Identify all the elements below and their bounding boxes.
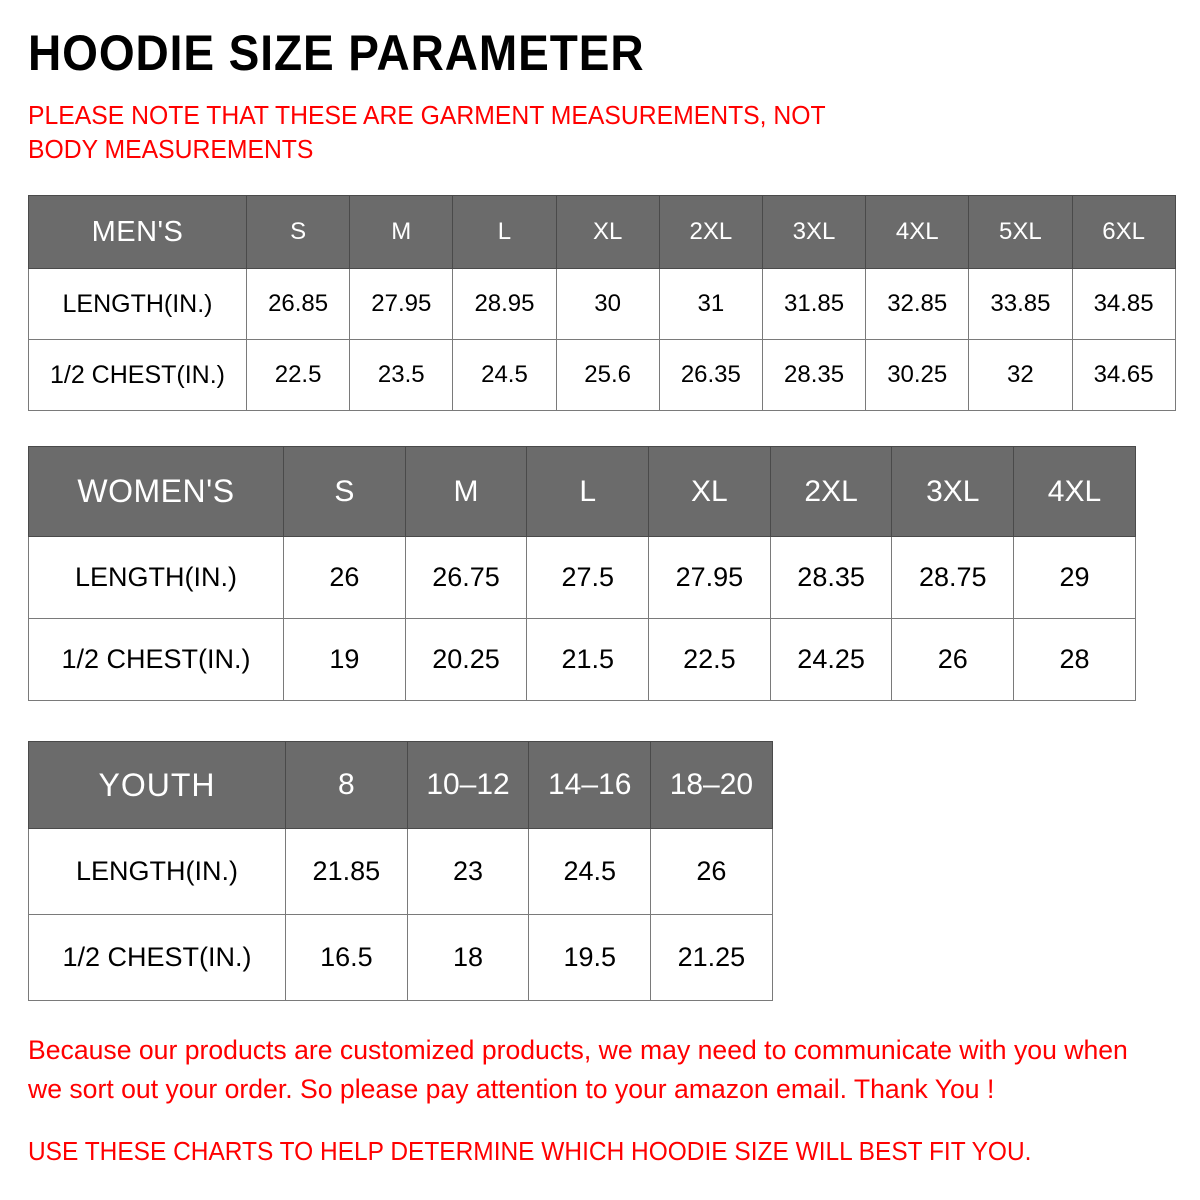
mens-col-header-l: L <box>452 195 557 270</box>
youth-chest-14-16: 19.5 <box>528 914 652 1002</box>
mens-length-xl: 30 <box>555 268 660 341</box>
mens-length-m: 27.95 <box>349 268 454 341</box>
use-charts-note: USE THESE CHARTS TO HELP DETERMINE WHICH… <box>28 1137 1032 1166</box>
womens-length-2xl: 28.35 <box>769 536 893 620</box>
womens-header-row: WOMEN'S S M L XL 2XL 3XL 4XL <box>28 446 1136 538</box>
youth-col-header-10-12: 10–12 <box>406 741 530 830</box>
womens-chest-l: 21.5 <box>526 618 650 702</box>
youth-length-row: LENGTH(IN.) 21.85 23 24.5 26 <box>28 828 773 916</box>
mens-length-row: LENGTH(IN.) 26.85 27.95 28.95 30 31 31.8… <box>28 268 1176 341</box>
mens-chest-3xl: 28.35 <box>761 339 867 412</box>
mens-length-5xl: 33.85 <box>968 268 1073 341</box>
mens-length-s: 26.85 <box>245 268 351 341</box>
mens-col-header-m: M <box>349 195 454 270</box>
womens-length-label: LENGTH(IN.) <box>28 536 284 620</box>
womens-chest-3xl: 26 <box>891 618 1015 702</box>
mens-chest-s: 22.5 <box>245 339 351 412</box>
youth-col-header-18-20: 18–20 <box>650 741 773 830</box>
mens-length-2xl: 31 <box>658 268 763 341</box>
womens-col-header-xl: XL <box>648 446 771 538</box>
womens-table-label: WOMEN'S <box>28 446 284 538</box>
mens-col-header-5xl: 5XL <box>968 195 1073 270</box>
mens-chest-m: 23.5 <box>349 339 454 412</box>
mens-length-6xl: 34.85 <box>1071 268 1176 341</box>
mens-chest-6xl: 34.65 <box>1071 339 1176 412</box>
mens-chest-xl: 25.6 <box>555 339 660 412</box>
youth-size-table: YOUTH 8 10–12 14–16 18–20 LENGTH(IN.) 21… <box>28 741 773 1002</box>
womens-col-header-l: L <box>526 446 650 538</box>
mens-length-4xl: 32.85 <box>865 268 970 341</box>
youth-table-label: YOUTH <box>28 741 286 830</box>
womens-length-xl: 27.95 <box>648 536 771 620</box>
mens-chest-4xl: 30.25 <box>865 339 970 412</box>
mens-col-header-3xl: 3XL <box>761 195 867 270</box>
youth-length-label: LENGTH(IN.) <box>28 828 286 916</box>
mens-chest-label: 1/2 CHEST(IN.) <box>28 339 247 412</box>
womens-chest-row: 1/2 CHEST(IN.) 19 20.25 21.5 22.5 24.25 … <box>28 618 1136 702</box>
womens-col-header-4xl: 4XL <box>1013 446 1136 538</box>
mens-chest-2xl: 26.35 <box>658 339 763 412</box>
mens-col-header-4xl: 4XL <box>865 195 970 270</box>
mens-length-3xl: 31.85 <box>761 268 867 341</box>
youth-length-8: 21.85 <box>285 828 408 916</box>
womens-length-4xl: 29 <box>1013 536 1136 620</box>
youth-chest-row: 1/2 CHEST(IN.) 16.5 18 19.5 21.25 <box>28 914 773 1002</box>
womens-chest-2xl: 24.25 <box>769 618 893 702</box>
womens-col-header-2xl: 2XL <box>769 446 893 538</box>
mens-chest-row: 1/2 CHEST(IN.) 22.5 23.5 24.5 25.6 26.35… <box>28 339 1176 412</box>
womens-chest-m: 20.25 <box>404 618 528 702</box>
youth-length-14-16: 24.5 <box>528 828 652 916</box>
mens-col-header-6xl: 6XL <box>1071 195 1176 270</box>
youth-chest-8: 16.5 <box>285 914 408 1002</box>
youth-chest-18-20: 21.25 <box>650 914 773 1002</box>
mens-chest-l: 24.5 <box>452 339 557 412</box>
womens-col-header-m: M <box>404 446 528 538</box>
mens-col-header-xl: XL <box>555 195 660 270</box>
mens-col-header-2xl: 2XL <box>658 195 763 270</box>
womens-length-l: 27.5 <box>526 536 650 620</box>
mens-length-label: LENGTH(IN.) <box>28 268 247 341</box>
page-title: HOODIE SIZE PARAMETER <box>28 25 645 81</box>
garment-measurement-note: PLEASE NOTE THAT THESE ARE GARMENT MEASU… <box>28 102 826 164</box>
womens-length-3xl: 28.75 <box>891 536 1015 620</box>
mens-size-table: MEN'S S M L XL 2XL 3XL 4XL 5XL 6XL LENGT… <box>28 195 1176 412</box>
youth-chest-10-12: 18 <box>406 914 530 1002</box>
youth-length-10-12: 23 <box>406 828 530 916</box>
youth-chest-label: 1/2 CHEST(IN.) <box>28 914 286 1002</box>
mens-table-label: MEN'S <box>28 195 247 270</box>
womens-size-table: WOMEN'S S M L XL 2XL 3XL 4XL LENGTH(IN.)… <box>28 446 1136 702</box>
womens-length-m: 26.75 <box>404 536 528 620</box>
womens-chest-s: 19 <box>283 618 406 702</box>
mens-length-l: 28.95 <box>452 268 557 341</box>
womens-length-row: LENGTH(IN.) 26 26.75 27.5 27.95 28.35 28… <box>28 536 1136 620</box>
womens-col-header-s: S <box>283 446 406 538</box>
youth-col-header-14-16: 14–16 <box>528 741 652 830</box>
womens-length-s: 26 <box>283 536 406 620</box>
womens-chest-xl: 22.5 <box>648 618 771 702</box>
youth-header-row: YOUTH 8 10–12 14–16 18–20 <box>28 741 773 830</box>
womens-col-header-3xl: 3XL <box>891 446 1015 538</box>
mens-col-header-s: S <box>245 195 351 270</box>
mens-chest-5xl: 32 <box>968 339 1073 412</box>
customization-note: Because our products are customized prod… <box>28 1035 1128 1105</box>
youth-col-header-8: 8 <box>285 741 408 830</box>
womens-chest-4xl: 28 <box>1013 618 1136 702</box>
womens-chest-label: 1/2 CHEST(IN.) <box>28 618 284 702</box>
youth-length-18-20: 26 <box>650 828 773 916</box>
mens-header-row: MEN'S S M L XL 2XL 3XL 4XL 5XL 6XL <box>28 195 1176 270</box>
